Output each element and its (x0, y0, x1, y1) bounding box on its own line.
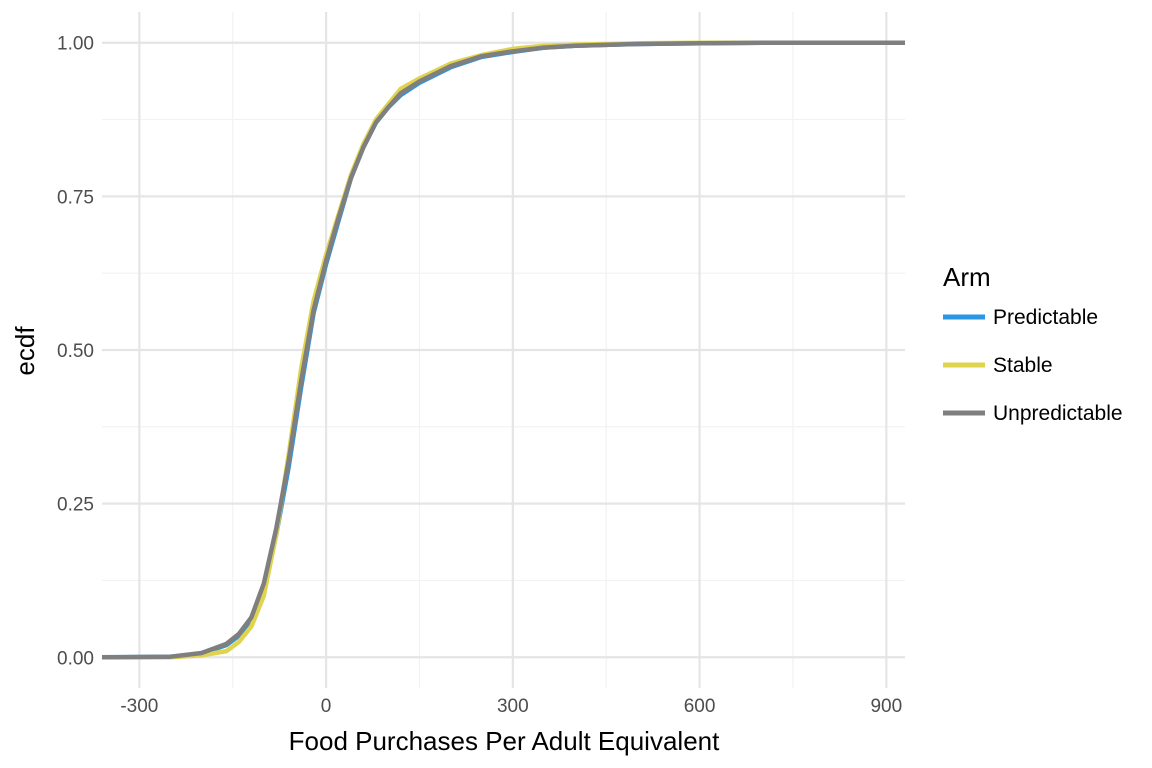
legend-label-unpredictable: Unpredictable (993, 402, 1123, 425)
series-line-unpredictable (101, 40, 905, 660)
y-tick-labels: 0.00 0.25 0.50 0.75 1.00 (57, 34, 94, 670)
legend-label-predictable: Predictable (993, 306, 1098, 329)
x-tick-label: 0 (321, 696, 332, 717)
y-tick-label: 0.25 (57, 495, 94, 516)
y-tick-label: 1.00 (57, 34, 94, 55)
x-tick-label: 300 (497, 696, 529, 717)
legend-title: Arm (943, 262, 991, 292)
x-axis-title: Food Purchases Per Adult Equivalent (289, 726, 720, 756)
x-tick-label: 900 (870, 696, 902, 717)
x-tick-label: 600 (684, 696, 716, 717)
series-lines (101, 40, 905, 660)
legend-label-stable: Stable (993, 354, 1053, 377)
x-tick-label: -300 (120, 696, 158, 717)
minor-grid (102, 12, 905, 688)
y-tick-label: 0.75 (57, 187, 94, 208)
y-axis-title: ecdf (10, 326, 40, 376)
legend: Arm Predictable Stable Unpredictable (943, 262, 1123, 425)
y-tick-label: 0.00 (57, 648, 94, 669)
y-tick-label: 0.50 (57, 341, 94, 362)
major-grid (102, 12, 905, 688)
x-tick-labels: -300 0 300 600 900 (120, 696, 902, 717)
